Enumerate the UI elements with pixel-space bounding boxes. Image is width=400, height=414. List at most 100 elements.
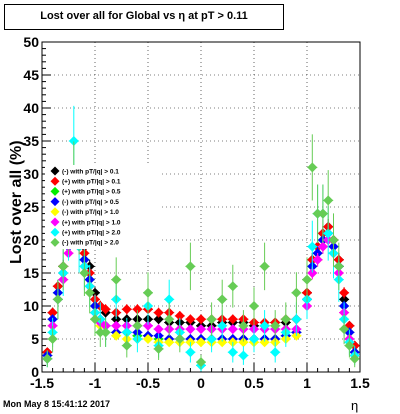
data-point: [153, 324, 164, 335]
y-tick-label: 40: [23, 100, 39, 116]
x-tick-label: -0.5: [136, 375, 160, 391]
y-tick-label: 45: [23, 67, 39, 83]
axes: 0 5 10 15 20 25 30 35 40 45 50 -1.5 -1 -0.5 0 0.5 1 1.5: [23, 34, 370, 391]
data-point: [206, 334, 217, 344]
data-point: [121, 327, 132, 338]
legend-marker: [50, 227, 60, 237]
legend-marker: [50, 207, 60, 217]
legend-entry: (+) with pT/|q| > 0.1: [62, 179, 121, 186]
data-point: [196, 337, 206, 348]
data-point: [291, 314, 302, 325]
chart-title: Lost over all for Global vs η at pT > 0.…: [40, 10, 248, 22]
data-point: [259, 261, 270, 272]
data-point: [185, 314, 196, 325]
x-tick-label: 1: [303, 375, 311, 391]
data-point: [90, 287, 100, 298]
data-point: [164, 294, 175, 305]
data-point: [249, 301, 259, 311]
data-point: [164, 337, 175, 348]
data-point: [227, 281, 238, 292]
data-point: [174, 334, 185, 344]
legend-marker: [50, 197, 60, 207]
data-point: [302, 274, 312, 285]
data-point: [344, 340, 355, 351]
data-point: [52, 294, 63, 305]
data-point: [307, 241, 318, 252]
legend-entry: (-) with pT/|q| > 2.0: [62, 240, 119, 247]
data-point: [100, 327, 111, 338]
data-point: [206, 314, 217, 325]
y-tick-label: 30: [23, 166, 39, 182]
data-point: [249, 334, 259, 344]
data-point: [217, 337, 228, 348]
data-point: [132, 304, 143, 315]
data-point: [47, 307, 58, 318]
data-point: [333, 261, 344, 272]
series-8: [42, 134, 360, 370]
y-tick-label: 5: [31, 331, 39, 347]
data-point: [143, 320, 153, 331]
data-point: [153, 307, 164, 318]
data-point: [217, 294, 228, 305]
data-point: [307, 162, 318, 173]
data-point: [280, 314, 291, 325]
data-point: [68, 136, 79, 146]
data-point: [111, 314, 122, 325]
data-point: [339, 324, 350, 335]
y-axis-label: Lost over all (%): [8, 140, 25, 264]
y-tick-label: 10: [23, 298, 39, 314]
data-point: [111, 320, 122, 331]
chart-title-box: Lost over all for Global vs η at pT > 0.…: [4, 4, 284, 30]
data-point: [95, 327, 106, 338]
data-point: [111, 274, 122, 285]
data-point: [349, 353, 360, 364]
data-point: [196, 324, 206, 335]
data-point: [227, 314, 238, 325]
data-point: [270, 320, 281, 331]
legend-marker: [50, 176, 60, 186]
data-point: [143, 287, 153, 298]
x-axis-label: η: [351, 398, 358, 413]
y-tick-label: 25: [23, 199, 39, 215]
data-point: [227, 324, 238, 335]
data-point: [90, 314, 100, 325]
legend-entry: (-) with pT/|q| > 0.1: [62, 168, 119, 175]
data-point: [312, 208, 323, 219]
y-tick-label: 35: [23, 133, 39, 149]
legend-entry: (-) with pT/|q| > 1.0: [62, 209, 119, 216]
legend: (-) with pT/|q| > 0.1 (+) with pT/|q| > 0…: [45, 165, 161, 249]
timestamp: Mon May 8 15:41:12 2017: [3, 399, 111, 409]
data-point: [47, 334, 58, 344]
data-point: [121, 304, 132, 315]
data-point: [270, 347, 281, 358]
data-point: [238, 350, 249, 361]
data-point: [185, 261, 196, 272]
x-tick-label: 0.5: [244, 375, 264, 391]
data-point: [121, 340, 132, 351]
data-point: [317, 208, 328, 219]
data-point: [339, 294, 350, 305]
data-point: [328, 235, 339, 245]
data-point: [307, 268, 318, 278]
data-point: [153, 314, 164, 325]
legend-entry: (+) with pT/|q| > 2.0: [62, 230, 121, 237]
data-point: [164, 314, 175, 325]
legend-marker: [50, 186, 60, 196]
data-point: [259, 337, 270, 348]
x-tick-label: 0: [197, 375, 205, 391]
data-point: [291, 287, 302, 298]
y-tick-label: 0: [31, 364, 39, 380]
data-point: [323, 228, 334, 239]
x-tick-label: -1: [89, 375, 102, 391]
data-point: [132, 320, 143, 331]
data-point: [185, 347, 196, 358]
legend-marker: [50, 237, 60, 247]
y-tick-label: 50: [23, 34, 39, 50]
legend-box: [45, 165, 161, 249]
data-point: [227, 347, 238, 358]
data-point: [312, 254, 323, 265]
data-point: [259, 320, 270, 331]
data-point: [100, 304, 111, 315]
data-point: [238, 337, 249, 348]
